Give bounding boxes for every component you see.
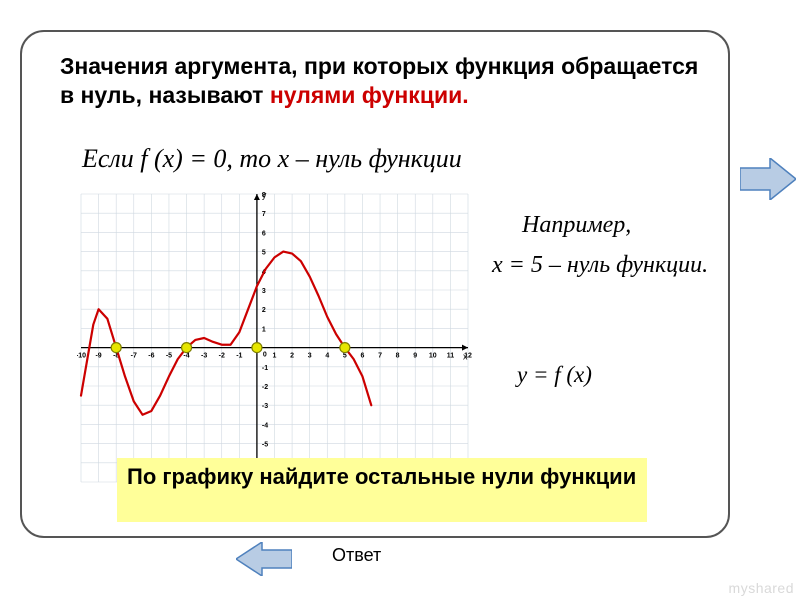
task-box: По графику найдите остальные нули функци… [117, 458, 647, 522]
svg-text:-2: -2 [262, 384, 268, 391]
yfx-label: y = f (x) [517, 362, 592, 388]
svg-text:-9: -9 [95, 353, 101, 360]
svg-text:-5: -5 [166, 353, 172, 360]
svg-text:4: 4 [325, 353, 329, 360]
formula-line: Если f (x) = 0, то x – нуль функции [82, 144, 462, 174]
svg-text:-6: -6 [148, 353, 154, 360]
example-equation: x = 5 – нуль функции. [492, 252, 708, 279]
svg-text:-10: -10 [77, 353, 86, 360]
svg-text:6: 6 [361, 353, 365, 360]
definition-highlight: нулями функции. [270, 82, 469, 108]
svg-text:-1: -1 [262, 365, 268, 372]
svg-text:-1: -1 [236, 353, 242, 360]
svg-text:3: 3 [308, 353, 312, 360]
svg-text:-4: -4 [183, 353, 189, 360]
svg-text:3: 3 [262, 288, 266, 295]
svg-text:9: 9 [413, 353, 417, 360]
svg-text:5: 5 [262, 250, 266, 257]
main-frame: Значения аргумента, при которых функция … [20, 30, 730, 538]
svg-text:-7: -7 [131, 353, 137, 360]
svg-text:12: 12 [464, 353, 472, 360]
svg-text:-2: -2 [219, 353, 225, 360]
svg-text:8: 8 [262, 192, 266, 199]
task-text: По графику найдите остальные нули функци… [127, 464, 636, 489]
naprimer-label: Например, [522, 212, 631, 239]
arrow-right-icon[interactable] [740, 158, 796, 200]
svg-text:7: 7 [378, 353, 382, 360]
svg-text:7: 7 [262, 211, 266, 218]
svg-text:11: 11 [447, 353, 455, 360]
svg-text:-3: -3 [262, 403, 268, 410]
svg-text:6: 6 [262, 230, 266, 237]
svg-text:1: 1 [262, 326, 266, 333]
arrow-left-icon[interactable] [236, 542, 292, 576]
svg-text:8: 8 [396, 353, 400, 360]
svg-text:0: 0 [263, 352, 267, 359]
definition-text: Значения аргумента, при которых функция … [60, 52, 710, 110]
svg-text:2: 2 [290, 353, 294, 360]
svg-text:1: 1 [273, 353, 277, 360]
svg-text:10: 10 [429, 353, 437, 360]
svg-text:-5: -5 [262, 442, 268, 449]
svg-text:5: 5 [343, 353, 347, 360]
svg-text:-3: -3 [201, 353, 207, 360]
svg-text:-4: -4 [262, 422, 268, 429]
svg-text:2: 2 [262, 307, 266, 314]
answer-label: Ответ [332, 545, 381, 566]
function-chart: xy-10-9-8-7-6-5-4-3-2-1123456789101112-7… [77, 190, 472, 486]
watermark: myshared [729, 580, 794, 596]
